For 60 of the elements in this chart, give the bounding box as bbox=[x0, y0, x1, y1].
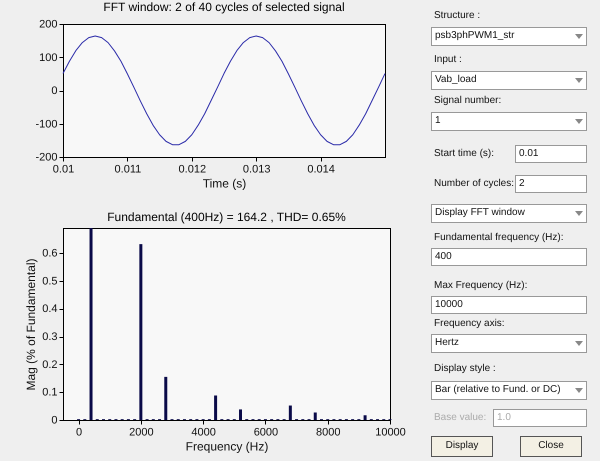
bar bbox=[288, 406, 292, 420]
dropdown: Hertz bbox=[431, 334, 587, 353]
text-field: 10000 bbox=[431, 296, 587, 314]
y-tick-label: -100 bbox=[35, 118, 58, 130]
bar bbox=[214, 396, 218, 420]
bar bbox=[239, 409, 242, 420]
x-tick-label: 0 bbox=[76, 426, 82, 438]
text-field: 2 bbox=[515, 175, 587, 193]
y-axis-title: Mag (% of Fundamental) bbox=[24, 258, 38, 391]
bar bbox=[364, 415, 367, 420]
text: Start time (s): bbox=[433, 147, 496, 161]
y-tick-label: 0.4 bbox=[42, 303, 58, 316]
x-tick-label: 2000 bbox=[129, 426, 154, 438]
y-tick-label: 0 bbox=[51, 414, 58, 426]
x-tick-label: 4000 bbox=[191, 426, 216, 438]
button: Display bbox=[431, 436, 493, 457]
dropdown: 1 bbox=[431, 112, 587, 131]
dropdown: Bar (relative to Fund. or DC) bbox=[431, 381, 587, 400]
bar bbox=[314, 412, 317, 420]
line-series bbox=[62, 35, 386, 146]
text: Max Frequency (Hz): bbox=[433, 279, 528, 293]
x-tick-label: 0.012 bbox=[178, 164, 206, 176]
text: Base value: bbox=[433, 411, 488, 425]
y-tick-label: 200 bbox=[39, 18, 58, 30]
chart-title: FFT window: 2 of 40 cycles of selected signal bbox=[103, 0, 345, 14]
y-tick-label: 100 bbox=[39, 52, 58, 64]
x-tick-label: 6000 bbox=[254, 426, 278, 438]
y-tick-label: 0.1 bbox=[42, 386, 58, 399]
y-tick-label: -200 bbox=[35, 152, 58, 164]
text-field: 0.01 bbox=[515, 145, 587, 163]
text-field: 1.0 bbox=[493, 409, 587, 427]
x-tick-label: 0.013 bbox=[242, 164, 270, 176]
y-tick-label: 0.3 bbox=[42, 331, 58, 344]
text: Structure : bbox=[433, 9, 482, 23]
dropdown: Display FFT window bbox=[431, 204, 587, 223]
y-tick-label: 0.2 bbox=[42, 358, 58, 371]
x-tick-label: 10000 bbox=[375, 426, 406, 438]
text: Number of cycles: bbox=[433, 177, 516, 191]
text: Signal number: bbox=[433, 94, 502, 108]
x-tick-label: 0.011 bbox=[114, 164, 142, 176]
text: Fundamental frequency (Hz): bbox=[433, 231, 565, 245]
x-axis-title: Time (s) bbox=[202, 176, 246, 190]
text: Display style : bbox=[433, 362, 497, 376]
y-tick-label: 0.5 bbox=[42, 275, 58, 288]
text-field: 400 bbox=[431, 248, 587, 266]
text: Frequency axis: bbox=[433, 317, 506, 331]
bar bbox=[139, 244, 142, 420]
dropdown: psb3phPWM1_str bbox=[431, 27, 587, 46]
bar bbox=[90, 228, 93, 420]
y-tick-label: 0 bbox=[51, 85, 58, 97]
x-axis-title: Frequency (Hz) bbox=[186, 440, 268, 454]
x-tick-label: 8000 bbox=[316, 426, 340, 438]
x-tick-label: 0.01 bbox=[52, 164, 74, 176]
bar bbox=[164, 376, 168, 420]
button: Close bbox=[520, 436, 582, 457]
y-tick-label: 0.6 bbox=[42, 248, 58, 260]
text: Input : bbox=[433, 53, 463, 67]
chart-title: Fundamental (400Hz) = 164.2 , THD= 0.65% bbox=[107, 210, 346, 224]
x-tick-label: 0.014 bbox=[307, 164, 335, 176]
dropdown: Vab_load bbox=[431, 71, 587, 90]
